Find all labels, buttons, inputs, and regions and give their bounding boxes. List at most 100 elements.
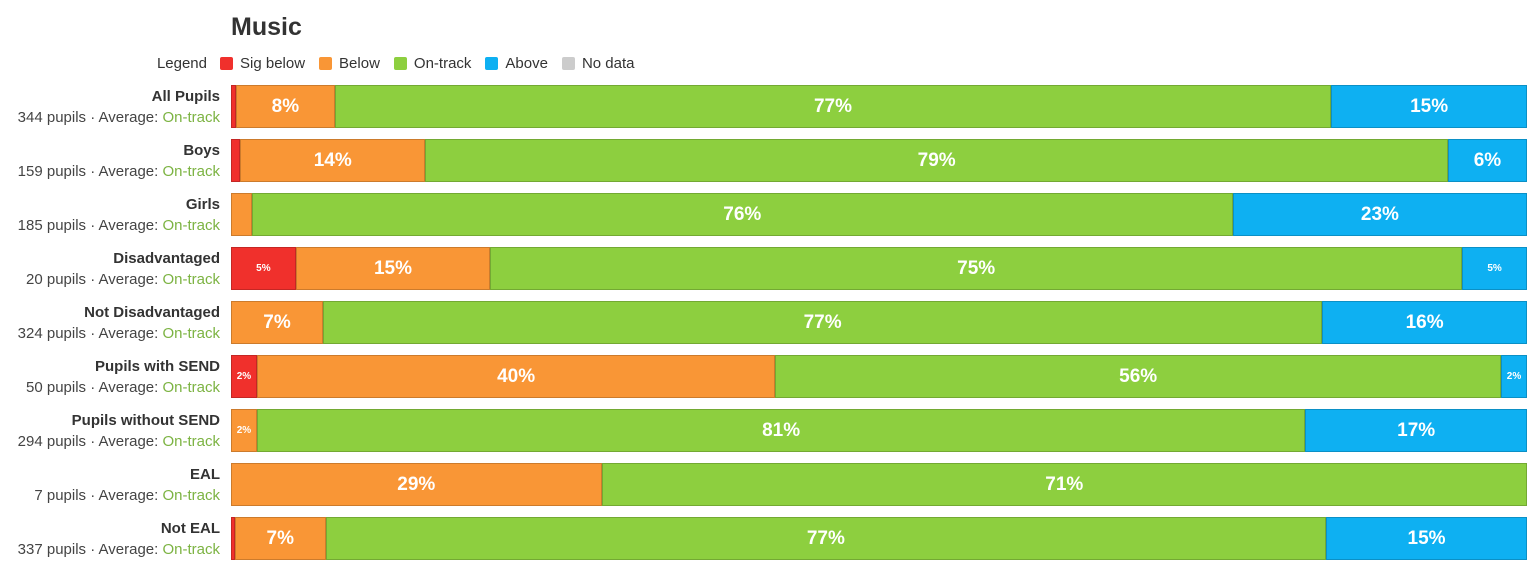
group-summary: 337 pupils · Average: On-track bbox=[0, 539, 220, 560]
bar-segment-above[interactable]: 6% bbox=[1447, 139, 1527, 182]
bar-segment-above[interactable]: 15% bbox=[1331, 85, 1527, 128]
legend-label: No data bbox=[581, 54, 635, 72]
group-name: All Pupils bbox=[151, 88, 220, 105]
legend-swatch-no-data bbox=[561, 56, 575, 70]
bar-segment-below[interactable]: 2% bbox=[231, 409, 257, 452]
bar-segment-below[interactable]: 15% bbox=[295, 247, 491, 290]
bar-segment-above[interactable]: 15% bbox=[1326, 517, 1527, 560]
bar-segment-on-track[interactable]: 76% bbox=[251, 193, 1233, 236]
data-label: 79% bbox=[917, 149, 956, 171]
legend-title: Legend bbox=[156, 54, 207, 72]
group-name: Pupils with SEND bbox=[94, 358, 220, 375]
bar-segment-on-track[interactable]: 77% bbox=[323, 301, 1323, 344]
data-label: 81% bbox=[762, 419, 801, 441]
bar-segment-below[interactable]: 14% bbox=[240, 139, 426, 182]
legend-items: Sig below Below On-track Above No data bbox=[220, 55, 649, 72]
bar-segment-above[interactable]: 5% bbox=[1462, 247, 1527, 290]
stacked-bar: 76% 23% bbox=[231, 193, 1527, 236]
row-label: Boys 159 pupils · Average: On-track bbox=[0, 140, 220, 182]
data-label: 7% bbox=[266, 527, 294, 549]
bar-segment-below[interactable]: 40% bbox=[256, 355, 776, 398]
group-name: Girls bbox=[185, 196, 220, 213]
legend-item-below[interactable]: Below bbox=[319, 55, 380, 72]
bar-segment-sig-below[interactable] bbox=[231, 85, 237, 128]
bar-segment-on-track[interactable]: 75% bbox=[490, 247, 1463, 290]
bar-segment-on-track[interactable]: 79% bbox=[425, 139, 1448, 182]
pupil-count-text: 20 pupils · Average: bbox=[26, 271, 163, 288]
bar-segment-below[interactable]: 29% bbox=[231, 463, 602, 506]
data-label: 15% bbox=[373, 257, 412, 279]
pupil-count-text: 185 pupils · Average: bbox=[17, 217, 163, 234]
bar-segment-sig-below[interactable]: 5% bbox=[231, 247, 296, 290]
row-label: Pupils with SEND 50 pupils · Average: On-… bbox=[0, 356, 220, 398]
bar-segment-on-track[interactable]: 71% bbox=[601, 463, 1527, 506]
average-status: On-track bbox=[162, 541, 220, 558]
group-name: Not Disadvantaged bbox=[84, 304, 220, 321]
data-label: 40% bbox=[497, 365, 536, 387]
bar-segment-on-track[interactable]: 81% bbox=[256, 409, 1306, 452]
data-label: 17% bbox=[1397, 419, 1436, 441]
bar-segment-on-track[interactable]: 77% bbox=[325, 517, 1327, 560]
bar-segment-below[interactable]: 7% bbox=[234, 517, 326, 560]
bar-segment-sig-below[interactable] bbox=[231, 517, 235, 560]
bar-segment-sig-below[interactable] bbox=[231, 139, 241, 182]
legend-item-no-data[interactable]: No data bbox=[561, 54, 635, 72]
stacked-bar: 2% 81% 17% bbox=[231, 409, 1527, 452]
group-summary: 20 pupils · Average: On-track bbox=[0, 269, 220, 290]
row-label: EAL 7 pupils · Average: On-track bbox=[0, 464, 220, 506]
stacked-bar: 29% 71% bbox=[231, 463, 1527, 506]
group-summary: 185 pupils · Average: On-track bbox=[0, 215, 220, 236]
bar-segment-below[interactable]: 8% bbox=[236, 85, 335, 128]
pupil-count-text: 344 pupils · Average: bbox=[17, 109, 163, 126]
average-status: On-track bbox=[162, 325, 220, 342]
pupil-count-text: 294 pupils · Average: bbox=[17, 433, 163, 450]
average-status: On-track bbox=[162, 433, 220, 450]
bar-segment-below[interactable]: 7% bbox=[231, 301, 324, 344]
average-status: On-track bbox=[162, 379, 220, 396]
bar-segment-above[interactable]: 16% bbox=[1322, 301, 1527, 344]
chart-row-not-disadvantaged: Not Disadvantaged 324 pupils · Average: O… bbox=[0, 300, 1528, 344]
average-status: On-track bbox=[162, 271, 220, 288]
bar-segment-above[interactable]: 23% bbox=[1232, 193, 1527, 236]
data-label: 75% bbox=[957, 257, 996, 279]
average-status: On-track bbox=[162, 109, 220, 126]
data-label: 71% bbox=[1045, 473, 1084, 495]
data-label: 8% bbox=[271, 95, 300, 117]
legend-item-above[interactable]: Above bbox=[485, 55, 548, 72]
legend-swatch-on-track bbox=[393, 56, 407, 70]
data-label: 5% bbox=[1487, 263, 1502, 274]
bar-segment-above[interactable]: 2% bbox=[1501, 355, 1527, 398]
chart-title: Music bbox=[231, 13, 302, 41]
group-name: Not EAL bbox=[160, 520, 220, 537]
group-summary: 50 pupils · Average: On-track bbox=[0, 377, 220, 398]
data-label: 6% bbox=[1473, 149, 1502, 171]
data-label: 56% bbox=[1119, 365, 1158, 387]
pupil-count-text: 337 pupils · Average: bbox=[17, 541, 163, 558]
chart-row-pupils-without-send: Pupils without SEND 294 pupils · Average:… bbox=[0, 408, 1528, 452]
chart-row-boys: Boys 159 pupils · Average: On-track 14% 79%… bbox=[0, 138, 1528, 182]
group-name: EAL bbox=[190, 466, 220, 483]
row-label: Disadvantaged 20 pupils · Average: On-tra… bbox=[0, 248, 220, 290]
bar-segment-on-track[interactable]: 56% bbox=[775, 355, 1502, 398]
bar-segment-sig-below[interactable]: 2% bbox=[231, 355, 257, 398]
legend-label: Above bbox=[505, 54, 548, 72]
stacked-bar: 7% 77% 16% bbox=[231, 301, 1527, 344]
chart-row-not-eal: Not EAL 337 pupils · Average: On-track 7% 7… bbox=[0, 516, 1528, 560]
bar-segment-above[interactable]: 17% bbox=[1305, 409, 1527, 452]
stacked-bar: 8% 77% 15% bbox=[231, 85, 1527, 128]
pupil-count-text: 50 pupils · Average: bbox=[26, 379, 163, 396]
data-label: 15% bbox=[1407, 527, 1446, 549]
chart-row-pupils-with-send: Pupils with SEND 50 pupils · Average: On-… bbox=[0, 354, 1528, 398]
legend-item-on-track[interactable]: On-track bbox=[393, 55, 471, 72]
group-summary: 294 pupils · Average: On-track bbox=[0, 431, 220, 452]
data-label: 77% bbox=[813, 95, 852, 117]
bar-segment-below[interactable] bbox=[231, 193, 252, 236]
legend-label: Below bbox=[339, 54, 380, 72]
stacked-bar: 5% 15% 75% 5% bbox=[231, 247, 1527, 290]
group-summary: 159 pupils · Average: On-track bbox=[0, 161, 220, 182]
group-name: Disadvantaged bbox=[113, 250, 220, 267]
chart-row-eal: EAL 7 pupils · Average: On-track 29% 71% bbox=[0, 462, 1528, 506]
bar-segment-on-track[interactable]: 77% bbox=[334, 85, 1332, 128]
row-label: Not EAL 337 pupils · Average: On-track bbox=[0, 518, 220, 560]
legend-item-sig-below[interactable]: Sig below bbox=[220, 55, 305, 72]
